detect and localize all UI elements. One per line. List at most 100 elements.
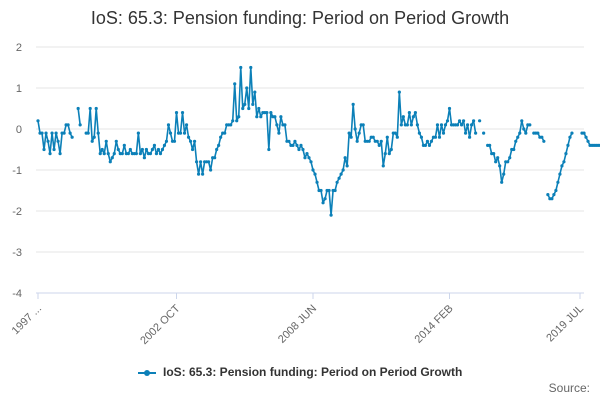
data-point[interactable]	[120, 152, 124, 156]
data-point[interactable]	[275, 123, 279, 127]
data-point[interactable]	[323, 197, 327, 201]
data-point[interactable]	[524, 131, 528, 135]
data-point[interactable]	[570, 131, 574, 135]
data-point[interactable]	[235, 119, 239, 123]
data-point[interactable]	[52, 147, 56, 152]
data-point[interactable]	[245, 86, 249, 90]
data-point[interactable]	[333, 188, 337, 193]
data-point[interactable]	[405, 123, 409, 127]
data-point[interactable]	[522, 127, 526, 131]
data-point[interactable]	[482, 131, 486, 135]
data-point[interactable]	[241, 106, 245, 111]
data-point[interactable]	[361, 123, 365, 127]
data-point[interactable]	[552, 193, 556, 197]
data-point[interactable]	[209, 168, 213, 172]
data-point[interactable]	[413, 111, 417, 115]
data-point[interactable]	[247, 106, 251, 111]
data-point[interactable]	[399, 123, 403, 127]
data-point[interactable]	[327, 188, 331, 193]
data-point[interactable]	[415, 123, 419, 127]
data-point[interactable]	[136, 131, 140, 135]
data-point[interactable]	[257, 106, 261, 111]
data-point[interactable]	[347, 131, 351, 135]
data-point[interactable]	[506, 160, 510, 164]
data-point[interactable]	[536, 131, 540, 135]
data-point[interactable]	[459, 123, 464, 127]
data-point[interactable]	[68, 131, 72, 135]
data-point[interactable]	[62, 131, 66, 135]
data-point[interactable]	[540, 135, 544, 139]
data-point[interactable]	[231, 119, 235, 123]
data-point[interactable]	[100, 147, 104, 152]
data-point[interactable]	[542, 139, 546, 143]
data-point[interactable]	[174, 111, 179, 115]
data-point[interactable]	[154, 152, 159, 156]
data-point[interactable]	[158, 152, 163, 156]
data-point[interactable]	[439, 123, 444, 127]
data-point[interactable]	[474, 131, 478, 135]
data-point[interactable]	[172, 139, 177, 143]
data-point[interactable]	[586, 139, 590, 143]
data-point[interactable]	[441, 131, 446, 135]
data-point[interactable]	[397, 90, 401, 94]
data-point[interactable]	[283, 123, 287, 127]
data-point[interactable]	[349, 135, 353, 139]
data-point[interactable]	[188, 139, 193, 143]
data-point[interactable]	[303, 156, 307, 160]
data-point[interactable]	[126, 152, 130, 156]
data-point[interactable]	[429, 139, 434, 143]
data-point[interactable]	[229, 123, 233, 127]
data-point[interactable]	[407, 111, 411, 115]
data-point[interactable]	[199, 160, 203, 164]
data-point[interactable]	[409, 123, 413, 127]
data-point[interactable]	[377, 143, 381, 147]
data-point[interactable]	[457, 119, 462, 123]
data-point[interactable]	[371, 135, 375, 139]
data-point[interactable]	[156, 147, 161, 152]
data-point[interactable]	[186, 135, 191, 139]
data-point[interactable]	[106, 152, 110, 156]
data-point[interactable]	[88, 106, 92, 111]
data-point[interactable]	[138, 152, 142, 156]
data-point[interactable]	[142, 156, 146, 160]
data-point[interactable]	[395, 135, 399, 139]
data-point[interactable]	[134, 152, 138, 156]
data-point[interactable]	[114, 139, 118, 143]
data-point[interactable]	[321, 201, 325, 205]
data-point[interactable]	[343, 156, 347, 160]
data-point[interactable]	[152, 143, 157, 147]
data-point[interactable]	[564, 152, 568, 156]
data-point[interactable]	[54, 131, 58, 135]
data-point[interactable]	[425, 139, 430, 143]
data-point[interactable]	[192, 139, 197, 143]
data-point[interactable]	[417, 131, 421, 135]
data-point[interactable]	[498, 164, 502, 168]
data-point[interactable]	[251, 102, 255, 106]
data-point[interactable]	[273, 115, 277, 119]
data-point[interactable]	[335, 180, 339, 184]
data-point[interactable]	[469, 123, 474, 127]
data-point[interactable]	[435, 123, 440, 127]
data-point[interactable]	[305, 152, 309, 156]
data-point[interactable]	[411, 115, 415, 119]
data-point[interactable]	[267, 147, 271, 152]
legend[interactable]: IoS: 65.3: Pension funding: Period on Pe…	[0, 365, 600, 379]
data-point[interactable]	[353, 127, 357, 131]
data-point[interactable]	[560, 164, 564, 168]
data-point[interactable]	[287, 139, 291, 143]
data-point[interactable]	[351, 102, 355, 106]
data-point[interactable]	[478, 119, 482, 123]
data-point[interactable]	[339, 172, 343, 176]
data-point[interactable]	[379, 139, 383, 143]
data-point[interactable]	[237, 115, 241, 119]
data-point[interactable]	[341, 168, 345, 172]
data-point[interactable]	[239, 65, 243, 70]
data-point[interactable]	[213, 156, 217, 160]
data-point[interactable]	[562, 160, 566, 164]
data-point[interactable]	[315, 180, 319, 184]
data-point[interactable]	[528, 123, 532, 127]
data-point[interactable]	[461, 119, 466, 123]
data-point[interactable]	[500, 180, 504, 184]
data-point[interactable]	[550, 197, 554, 201]
data-point[interactable]	[508, 156, 512, 160]
